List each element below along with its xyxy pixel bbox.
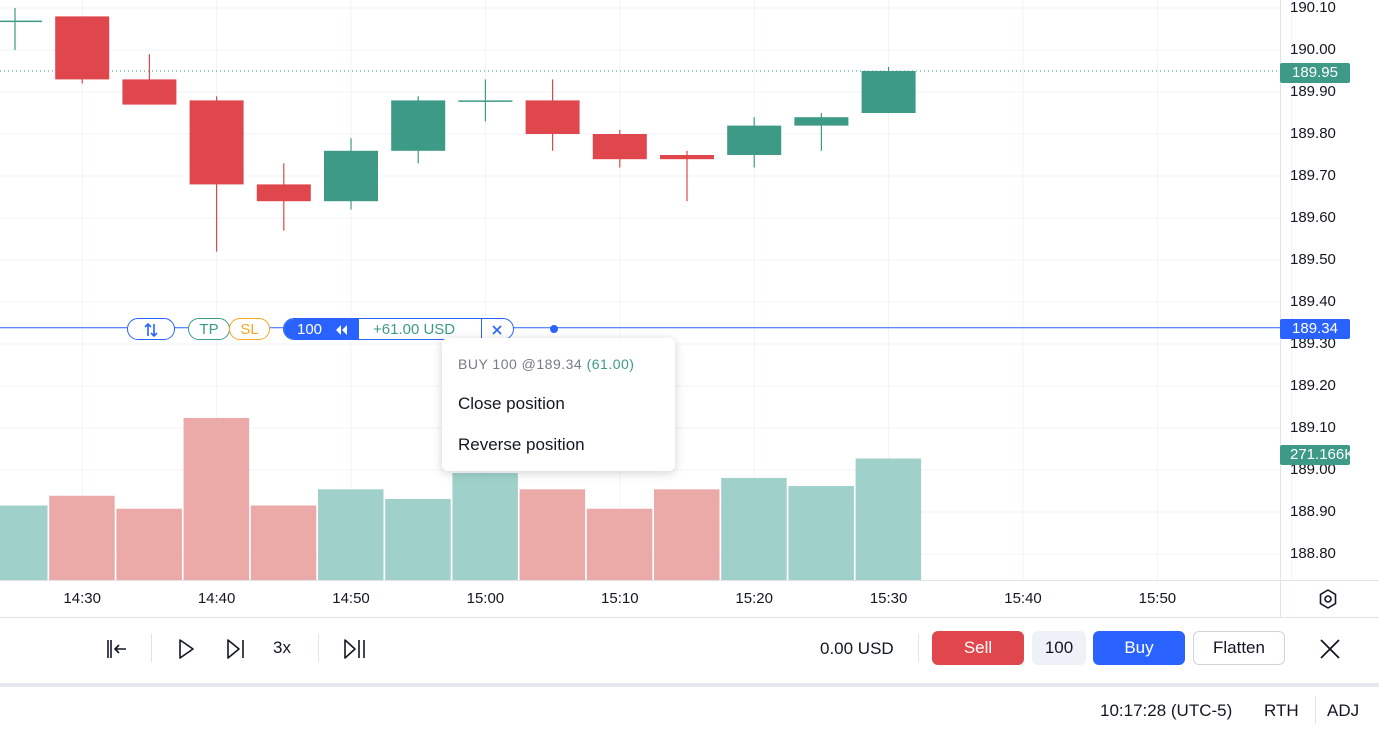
volume-bar — [721, 477, 787, 580]
price-axis-label: 188.80 — [1290, 545, 1336, 562]
price-axis-label: 189.80 — [1290, 125, 1336, 142]
candle-down — [592, 134, 647, 160]
price-axis-label: 189.90 — [1290, 83, 1336, 100]
time-axis-label: 14:30 — [63, 590, 101, 607]
jump-to-realtime-icon[interactable] — [342, 637, 368, 661]
price-axis-label: 189.10 — [1290, 419, 1336, 436]
volume-bar — [452, 473, 518, 580]
status-separator — [1315, 696, 1316, 724]
candle-up — [458, 100, 513, 102]
close-position-item[interactable]: Close position — [458, 394, 565, 413]
position-price-tag: 189.34 — [1280, 319, 1350, 339]
pill-divider — [481, 319, 482, 339]
menu-header-pnl: (61.00) — [586, 356, 635, 372]
price-axis-label: 189.70 — [1290, 167, 1336, 184]
candle-up — [727, 125, 782, 155]
time-axis-label: 15:10 — [601, 590, 639, 607]
replay-speed-button[interactable]: 3x — [273, 638, 291, 657]
time-axis-label: 15:30 — [869, 590, 908, 607]
price-axis-label: 189.60 — [1290, 209, 1336, 226]
replay-trading-toolbar: 3x 0.00 USD Sell 100 Buy Flatten — [0, 617, 1379, 680]
price-axis-label: 189.00 — [1290, 461, 1336, 478]
position-quantity: 100 — [297, 321, 323, 338]
candle-down — [55, 16, 110, 80]
time-axis-label: 14:50 — [332, 590, 370, 607]
select-bar-icon[interactable] — [105, 637, 129, 661]
position-quantity-box[interactable]: 100 — [284, 319, 359, 339]
play-icon[interactable] — [176, 637, 196, 661]
volume-bar — [183, 418, 250, 580]
volume-tag: 271.166K — [1280, 445, 1354, 465]
quantity-input[interactable]: 100 — [1032, 631, 1086, 665]
settings-gear-icon[interactable] — [1317, 588, 1339, 610]
time-axis-label: 14:40 — [197, 590, 236, 607]
volume-bar — [654, 489, 720, 580]
menu-header: BUY 100 @189.34 (61.00) — [458, 356, 634, 372]
stop-loss-button[interactable]: SL — [229, 318, 270, 340]
close-replay-icon[interactable] — [1318, 637, 1342, 661]
price-axis-label: 189.30 — [1290, 335, 1336, 352]
position-context-menu: BUY 100 @189.34 (61.00) Close position R… — [442, 338, 675, 471]
candle-up — [794, 117, 849, 126]
volume-bar — [116, 508, 182, 580]
chart-area[interactable]: 190.10 190.00 189.90 189.80 189.70 189.60 189.… — [0, 0, 1379, 617]
volume-bar — [318, 489, 384, 580]
candle-up — [0, 20, 42, 23]
account-pnl: 0.00 USD — [820, 639, 894, 658]
step-forward-icon[interactable] — [224, 637, 246, 661]
reverse-button[interactable] — [127, 318, 175, 340]
position-line-handle[interactable] — [550, 325, 558, 333]
buy-button[interactable]: Buy — [1093, 631, 1185, 665]
volume-bar — [586, 508, 653, 580]
time-axis-label: 15:00 — [466, 590, 505, 607]
last-price-tag: 189.95 — [1280, 63, 1350, 83]
time-axis-label: 15:40 — [1004, 590, 1042, 607]
time-axis-label: 15:50 — [1138, 590, 1177, 607]
price-axis-label: 190.10 — [1290, 0, 1336, 16]
double-chevron-left-icon[interactable] — [335, 324, 349, 336]
volume-bar — [0, 505, 48, 580]
price-axis-label: 190.00 — [1290, 41, 1336, 58]
reverse-arrows-icon — [144, 322, 158, 338]
time-axis-label: 15:20 — [735, 590, 773, 607]
volume-bar — [855, 458, 922, 580]
candle-up — [861, 71, 916, 113]
candle-up — [324, 150, 378, 202]
status-bar: 10:17:28 (UTC-5) RTH ADJ — [0, 683, 1379, 739]
menu-header-order: BUY 100 @189.34 — [458, 356, 583, 372]
volume-bar — [519, 489, 586, 580]
clock-time[interactable]: 10:17:28 (UTC-5) — [1100, 701, 1233, 720]
toolbar-separator — [151, 634, 152, 662]
candle-down — [189, 100, 244, 185]
price-axis-label: 189.50 — [1290, 251, 1336, 268]
sell-button[interactable]: Sell — [932, 631, 1024, 665]
candle-down — [660, 155, 714, 160]
price-axis-label: 188.90 — [1290, 503, 1336, 520]
session-toggle[interactable]: RTH — [1264, 701, 1299, 720]
take-profit-button[interactable]: TP — [188, 318, 230, 340]
position-pnl: +61.00 USD — [373, 321, 456, 338]
candle-down — [256, 184, 311, 202]
volume-bar — [788, 486, 854, 580]
flatten-button[interactable]: Flatten — [1193, 631, 1285, 665]
toolbar-separator — [918, 634, 919, 662]
volume-bar — [250, 505, 317, 580]
close-icon[interactable] — [491, 324, 503, 336]
price-chart[interactable] — [0, 0, 1379, 617]
candle-up — [391, 100, 446, 151]
price-axis-label: 189.20 — [1290, 377, 1336, 394]
toolbar-separator — [318, 634, 319, 662]
volume-bar — [385, 499, 451, 580]
candle-down — [525, 100, 580, 134]
adjustment-toggle[interactable]: ADJ — [1327, 701, 1360, 720]
candle-down — [122, 79, 177, 105]
price-axis-label: 189.40 — [1290, 293, 1336, 310]
volume-bar — [49, 495, 115, 580]
reverse-position-item[interactable]: Reverse position — [458, 435, 585, 454]
position-pill[interactable]: 100 +61.00 USD — [283, 318, 514, 340]
